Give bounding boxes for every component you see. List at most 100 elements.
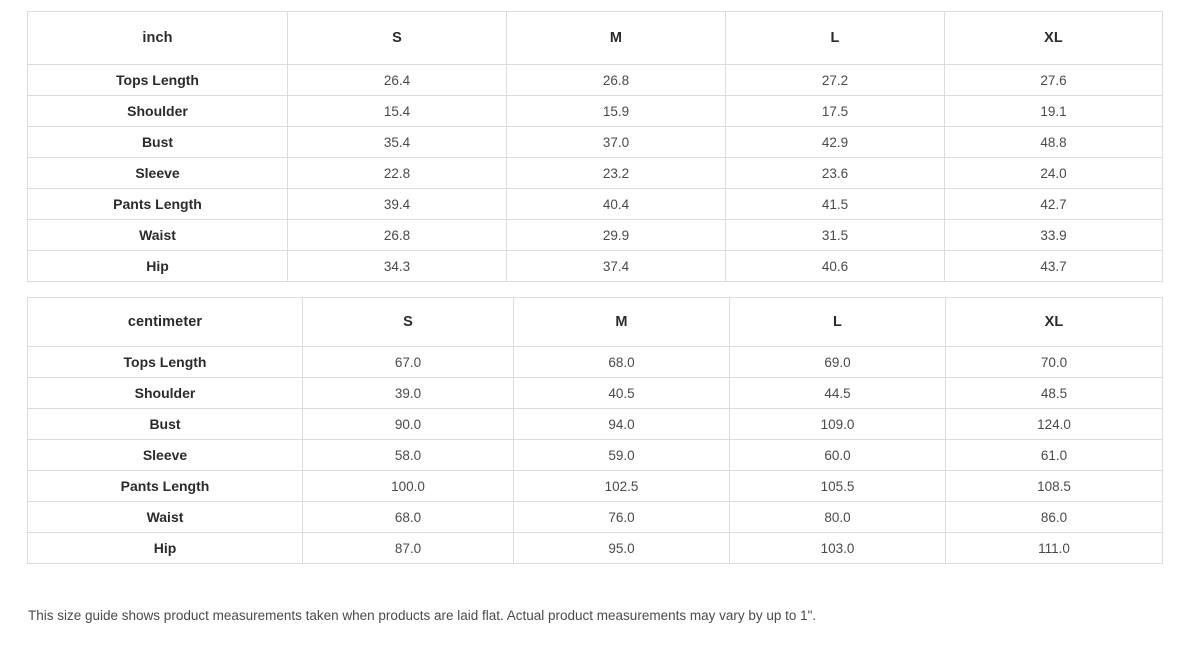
measurement-value: 17.5: [725, 95, 945, 127]
measurement-label: Pants Length: [27, 188, 288, 220]
measurement-value: 22.8: [287, 157, 507, 189]
measurement-value: 31.5: [725, 219, 945, 251]
measurement-value: 26.4: [287, 64, 507, 96]
measurement-value: 68.0: [302, 501, 514, 533]
size-chart-inch-body: inch S M L XL Tops Length 26.4 26.8 27.2 27.6 Shou…: [27, 11, 1163, 282]
measurement-value: 26.8: [287, 219, 507, 251]
measurement-value: 15.9: [506, 95, 726, 127]
measurement-value: 59.0: [513, 439, 730, 471]
measurement-label: Shoulder: [27, 95, 288, 127]
table-row: Waist 68.0 76.0 80.0 86.0: [27, 501, 1163, 533]
measurement-value: 103.0: [729, 532, 946, 564]
measurement-value: 90.0: [302, 408, 514, 440]
measurement-label: Hip: [27, 532, 303, 564]
measurement-value: 80.0: [729, 501, 946, 533]
table-row: Pants Length 39.4 40.4 41.5 42.7: [27, 188, 1163, 220]
measurement-value: 94.0: [513, 408, 730, 440]
measurement-label: Hip: [27, 250, 288, 282]
measurement-value: 100.0: [302, 470, 514, 502]
measurement-value: 124.0: [945, 408, 1163, 440]
measurement-value: 37.0: [506, 126, 726, 158]
measurement-value: 111.0: [945, 532, 1163, 564]
measurement-label: Waist: [27, 501, 303, 533]
table-header-row: centimeter S M L XL: [27, 297, 1163, 347]
measurement-value: 102.5: [513, 470, 730, 502]
measurement-value: 61.0: [945, 439, 1163, 471]
size-column-header: S: [302, 297, 514, 347]
size-chart-inch: inch S M L XL Tops Length 26.4 26.8 27.2 27.6 Shou…: [27, 11, 1163, 282]
measurement-value: 39.4: [287, 188, 507, 220]
table-row: Sleeve 22.8 23.2 23.6 24.0: [27, 157, 1163, 189]
measurement-value: 15.4: [287, 95, 507, 127]
measurement-label: Pants Length: [27, 470, 303, 502]
measurement-value: 42.9: [725, 126, 945, 158]
measurement-label: Shoulder: [27, 377, 303, 409]
measurement-value: 43.7: [944, 250, 1163, 282]
size-column-header: L: [725, 11, 945, 65]
size-column-header: L: [729, 297, 946, 347]
measurement-value: 27.6: [944, 64, 1163, 96]
size-chart-centimeter-body: centimeter S M L XL Tops Length 67.0 68.0 69.0 70…: [27, 297, 1163, 564]
size-column-header: M: [513, 297, 730, 347]
table-row: Hip 34.3 37.4 40.6 43.7: [27, 250, 1163, 282]
table-header-row: inch S M L XL: [27, 11, 1163, 65]
measurement-value: 95.0: [513, 532, 730, 564]
measurement-value: 24.0: [944, 157, 1163, 189]
table-row: Tops Length 67.0 68.0 69.0 70.0: [27, 346, 1163, 378]
table-row: Pants Length 100.0 102.5 105.5 108.5: [27, 470, 1163, 502]
size-guide-disclaimer: This size guide shows product measuremen…: [28, 608, 817, 623]
measurement-value: 34.3: [287, 250, 507, 282]
measurement-value: 40.5: [513, 377, 730, 409]
measurement-label: Sleeve: [27, 157, 288, 189]
table-row: Shoulder 15.4 15.9 17.5 19.1: [27, 95, 1163, 127]
measurement-value: 68.0: [513, 346, 730, 378]
measurement-label: Tops Length: [27, 346, 303, 378]
measurement-value: 67.0: [302, 346, 514, 378]
measurement-value: 86.0: [945, 501, 1163, 533]
size-column-header: M: [506, 11, 726, 65]
measurement-value: 37.4: [506, 250, 726, 282]
measurement-value: 39.0: [302, 377, 514, 409]
table-row: Tops Length 26.4 26.8 27.2 27.6: [27, 64, 1163, 96]
measurement-value: 76.0: [513, 501, 730, 533]
size-chart-centimeter: centimeter S M L XL Tops Length 67.0 68.0 69.0 70…: [27, 297, 1163, 564]
measurement-label: Bust: [27, 408, 303, 440]
size-column-header: XL: [944, 11, 1163, 65]
size-column-header: S: [287, 11, 507, 65]
measurement-label: Waist: [27, 219, 288, 251]
unit-label-cell: inch: [27, 11, 288, 65]
table-row: Bust 35.4 37.0 42.9 48.8: [27, 126, 1163, 158]
measurement-label: Bust: [27, 126, 288, 158]
measurement-value: 35.4: [287, 126, 507, 158]
measurement-value: 26.8: [506, 64, 726, 96]
measurement-value: 23.2: [506, 157, 726, 189]
table-row: Sleeve 58.0 59.0 60.0 61.0: [27, 439, 1163, 471]
measurement-value: 109.0: [729, 408, 946, 440]
measurement-value: 23.6: [725, 157, 945, 189]
measurement-value: 29.9: [506, 219, 726, 251]
measurement-value: 40.4: [506, 188, 726, 220]
unit-label-cell: centimeter: [27, 297, 303, 347]
measurement-value: 40.6: [725, 250, 945, 282]
measurement-value: 19.1: [944, 95, 1163, 127]
table-row: Hip 87.0 95.0 103.0 111.0: [27, 532, 1163, 564]
measurement-value: 108.5: [945, 470, 1163, 502]
measurement-value: 58.0: [302, 439, 514, 471]
measurement-value: 69.0: [729, 346, 946, 378]
table-row: Waist 26.8 29.9 31.5 33.9: [27, 219, 1163, 251]
measurement-value: 33.9: [944, 219, 1163, 251]
measurement-value: 48.5: [945, 377, 1163, 409]
table-row: Bust 90.0 94.0 109.0 124.0: [27, 408, 1163, 440]
measurement-value: 87.0: [302, 532, 514, 564]
size-column-header: XL: [945, 297, 1163, 347]
measurement-value: 48.8: [944, 126, 1163, 158]
measurement-label: Tops Length: [27, 64, 288, 96]
measurement-value: 27.2: [725, 64, 945, 96]
measurement-label: Sleeve: [27, 439, 303, 471]
measurement-value: 44.5: [729, 377, 946, 409]
measurement-value: 70.0: [945, 346, 1163, 378]
table-row: Shoulder 39.0 40.5 44.5 48.5: [27, 377, 1163, 409]
measurement-value: 105.5: [729, 470, 946, 502]
measurement-value: 42.7: [944, 188, 1163, 220]
